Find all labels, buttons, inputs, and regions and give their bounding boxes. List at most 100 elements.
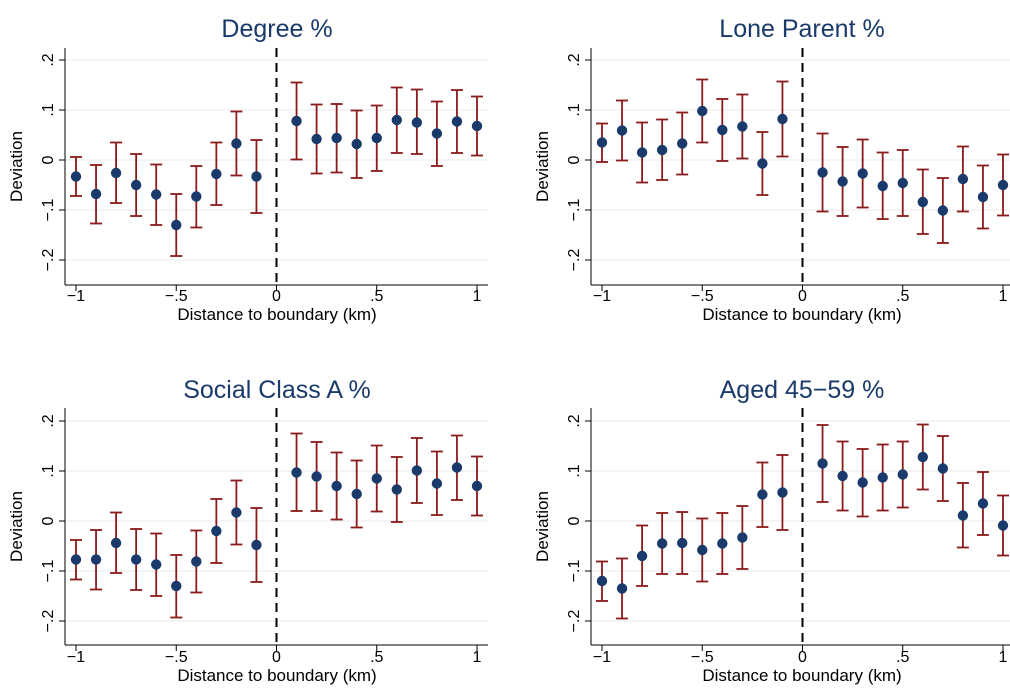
data-point: [777, 487, 788, 498]
x-tick-label: 0: [798, 288, 807, 305]
x-tick-label: 1: [999, 649, 1008, 666]
y-tick-label: 0: [566, 516, 583, 525]
x-tick-label: −1: [67, 288, 85, 305]
data-point: [311, 471, 322, 482]
data-point: [717, 538, 728, 549]
y-tick-label: .1: [566, 103, 583, 116]
data-point: [616, 125, 628, 136]
y-tick-label: .2: [40, 414, 57, 427]
y-axis-title: Deviation: [7, 491, 26, 562]
x-tick-label: 0: [272, 288, 281, 305]
x-axis-title: Distance to boundary (km): [702, 666, 901, 685]
y-tick-label: .2: [566, 414, 583, 427]
data-point: [957, 173, 969, 185]
data-point: [211, 525, 222, 537]
data-point: [251, 539, 262, 551]
y-tick-label: 0: [40, 155, 57, 164]
x-tick-label: 0: [798, 649, 807, 666]
data-point: [351, 488, 362, 500]
data-point: [737, 532, 748, 543]
data-point: [371, 473, 382, 484]
data-point: [636, 147, 648, 158]
x-axis-title: Distance to boundary (km): [702, 305, 901, 324]
data-point: [757, 158, 768, 169]
chart-panel-2: −1 −.5 0 .5 1 −.2 −.1 0 .1 .2 Lone Parent % Distanc…: [533, 15, 1010, 324]
data-point: [677, 138, 688, 149]
y-tick-label: −.1: [40, 560, 57, 583]
x-tick-label: −.5: [165, 288, 188, 305]
data-point: [291, 115, 302, 127]
x-tick-label: −.5: [691, 649, 714, 666]
data-point: [471, 480, 483, 492]
data-point: [171, 580, 182, 592]
data-point: [777, 113, 788, 125]
data-point: [151, 189, 162, 200]
panel-title: Aged 45−59 %: [720, 376, 885, 404]
panel-title: Social Class A %: [183, 376, 371, 404]
data-point: [616, 583, 628, 594]
data-point: [917, 451, 928, 463]
data-point: [351, 138, 362, 150]
chart-panel-4: −1 −.5 0 .5 1 −.2 −.1 0 .1 .2 Aged 45−59 % Distance…: [533, 376, 1010, 685]
data-point: [837, 176, 848, 187]
data-point: [331, 132, 342, 144]
data-point: [431, 128, 443, 139]
data-point: [737, 121, 748, 132]
chart-panel-3: −1 −.5 0 .5 1 −.2 −.1 0 .1 .2 Social Class A % Dist…: [7, 376, 488, 685]
data-point: [151, 559, 162, 570]
data-point: [877, 180, 888, 192]
data-point: [191, 191, 202, 202]
data-point: [110, 537, 122, 549]
data-point: [291, 467, 302, 478]
data-point: [917, 196, 928, 208]
data-point: [90, 554, 102, 565]
data-point: [371, 132, 382, 144]
y-axis-title: Deviation: [533, 491, 552, 562]
data-point: [837, 470, 848, 482]
data-point: [977, 498, 989, 509]
data-point: [130, 179, 142, 191]
y-tick-label: −.1: [566, 199, 583, 222]
data-point: [451, 116, 463, 127]
data-point: [110, 167, 122, 179]
x-tick-label: −1: [593, 288, 611, 305]
x-axis-title: Distance to boundary (km): [177, 305, 376, 324]
data-point: [897, 177, 908, 189]
y-tick-label: .1: [566, 464, 583, 477]
data-point: [997, 520, 1009, 531]
data-point: [596, 575, 608, 587]
data-point: [311, 133, 322, 145]
data-point: [656, 538, 668, 549]
data-point: [717, 124, 728, 136]
x-tick-label: .5: [896, 288, 909, 305]
y-tick-label: .1: [40, 464, 57, 477]
data-point: [877, 472, 888, 483]
y-tick-label: −.1: [40, 199, 57, 222]
data-point: [677, 537, 688, 549]
data-point: [817, 167, 828, 178]
data-point: [897, 469, 908, 480]
data-point: [391, 114, 402, 126]
data-point: [70, 171, 82, 182]
data-point: [411, 117, 423, 128]
panel-title: Degree %: [221, 15, 332, 43]
data-point: [817, 458, 828, 469]
data-point: [857, 477, 868, 488]
data-point: [211, 168, 222, 180]
x-tick-label: .5: [896, 649, 909, 666]
data-point: [70, 554, 82, 565]
data-point: [411, 465, 423, 476]
y-tick-label: −.2: [40, 610, 57, 633]
x-tick-label: −.5: [165, 649, 188, 666]
x-tick-label: .5: [370, 288, 383, 305]
x-tick-label: −.5: [691, 288, 714, 305]
x-tick-label: −1: [593, 649, 611, 666]
data-point: [697, 105, 708, 117]
data-point: [596, 137, 608, 148]
y-axis-title: Deviation: [533, 131, 552, 202]
y-tick-label: .2: [40, 53, 57, 66]
y-tick-label: −.2: [40, 249, 57, 272]
y-tick-label: .1: [40, 103, 57, 116]
chart-panel-1: −1 −.5 0 .5 1 −.2 −.1 0 .1 .2 Degree % Distance to …: [7, 15, 488, 324]
